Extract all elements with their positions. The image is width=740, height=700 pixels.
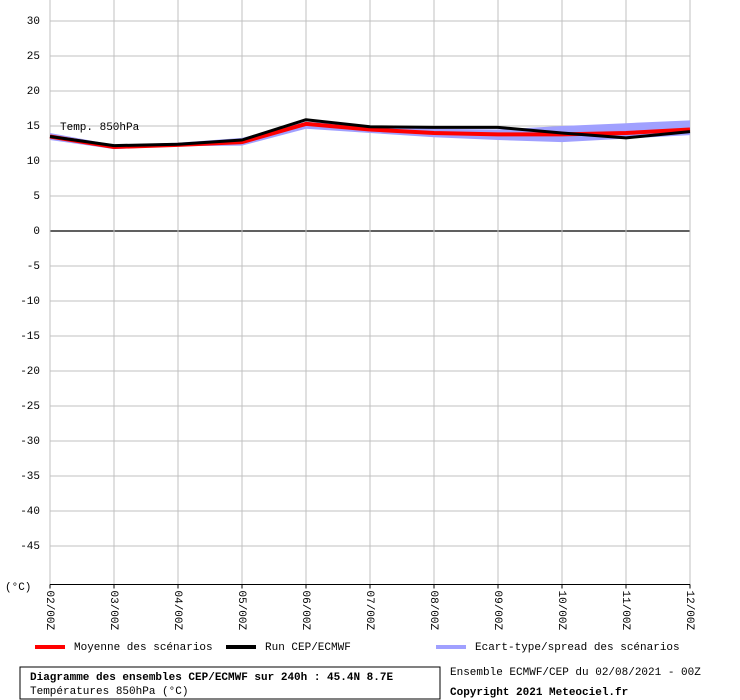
- y-tick-label: 30: [27, 16, 40, 28]
- annotation: Temp. 850hPa: [60, 122, 140, 134]
- y-tick-label: 5: [33, 191, 40, 203]
- x-tick-label: 05/00Z: [235, 591, 247, 631]
- x-tick-label: 02/00Z: [43, 591, 55, 631]
- x-tick-label: 07/00Z: [363, 591, 375, 631]
- y-tick-label: 20: [27, 86, 40, 98]
- y-tick-label: 10: [27, 156, 40, 168]
- y-tick-label: -40: [20, 506, 40, 518]
- footer-title: Diagramme des ensembles CEP/ECMWF sur 24…: [30, 672, 393, 684]
- x-tick-label: 11/00Z: [619, 591, 631, 631]
- legend-label: Moyenne des scénarios: [74, 642, 213, 654]
- legend-label: Run CEP/ECMWF: [265, 642, 351, 654]
- y-tick-label: 0: [33, 226, 40, 238]
- y-tick-label: -15: [20, 331, 40, 343]
- footer-copyright: Copyright 2021 Meteociel.fr: [450, 687, 628, 699]
- x-tick-label: 10/00Z: [555, 591, 567, 631]
- footer-subtitle: Températures 850hPa (°C): [30, 686, 188, 698]
- footer-info: Ensemble ECMWF/CEP du 02/08/2021 - 00Z: [450, 667, 701, 679]
- x-tick-label: 08/00Z: [427, 591, 439, 631]
- series-line: [49, 118, 691, 148]
- y-tick-label: -45: [20, 541, 40, 553]
- x-tick-label: 12/00Z: [683, 591, 695, 631]
- y-tick-label: 25: [27, 51, 40, 63]
- footer-box: [19, 666, 441, 700]
- y-tick-label: -20: [20, 366, 40, 378]
- y-tick-label: -5: [27, 261, 40, 273]
- x-tick-label: 03/00Z: [107, 591, 119, 631]
- plot: -45 -40 -35 -30 -25 -20 -15 -10 -5 0 5 10 15 20 25 30 02…: [20, 0, 695, 654]
- y-tick-label: 15: [27, 121, 40, 133]
- y-unit: (°C): [5, 582, 31, 594]
- x-tick-label: 04/00Z: [171, 591, 183, 631]
- x-tick-label: 09/00Z: [491, 591, 503, 631]
- y-tick-label: -25: [20, 401, 40, 413]
- legend-label: Ecart-type/spread des scénarios: [475, 642, 680, 654]
- y-tick-label: -10: [20, 296, 40, 308]
- y-tick-label: -35: [20, 471, 40, 483]
- y-tick-label: -30: [20, 436, 40, 448]
- x-tick-label: 06/00Z: [299, 591, 311, 631]
